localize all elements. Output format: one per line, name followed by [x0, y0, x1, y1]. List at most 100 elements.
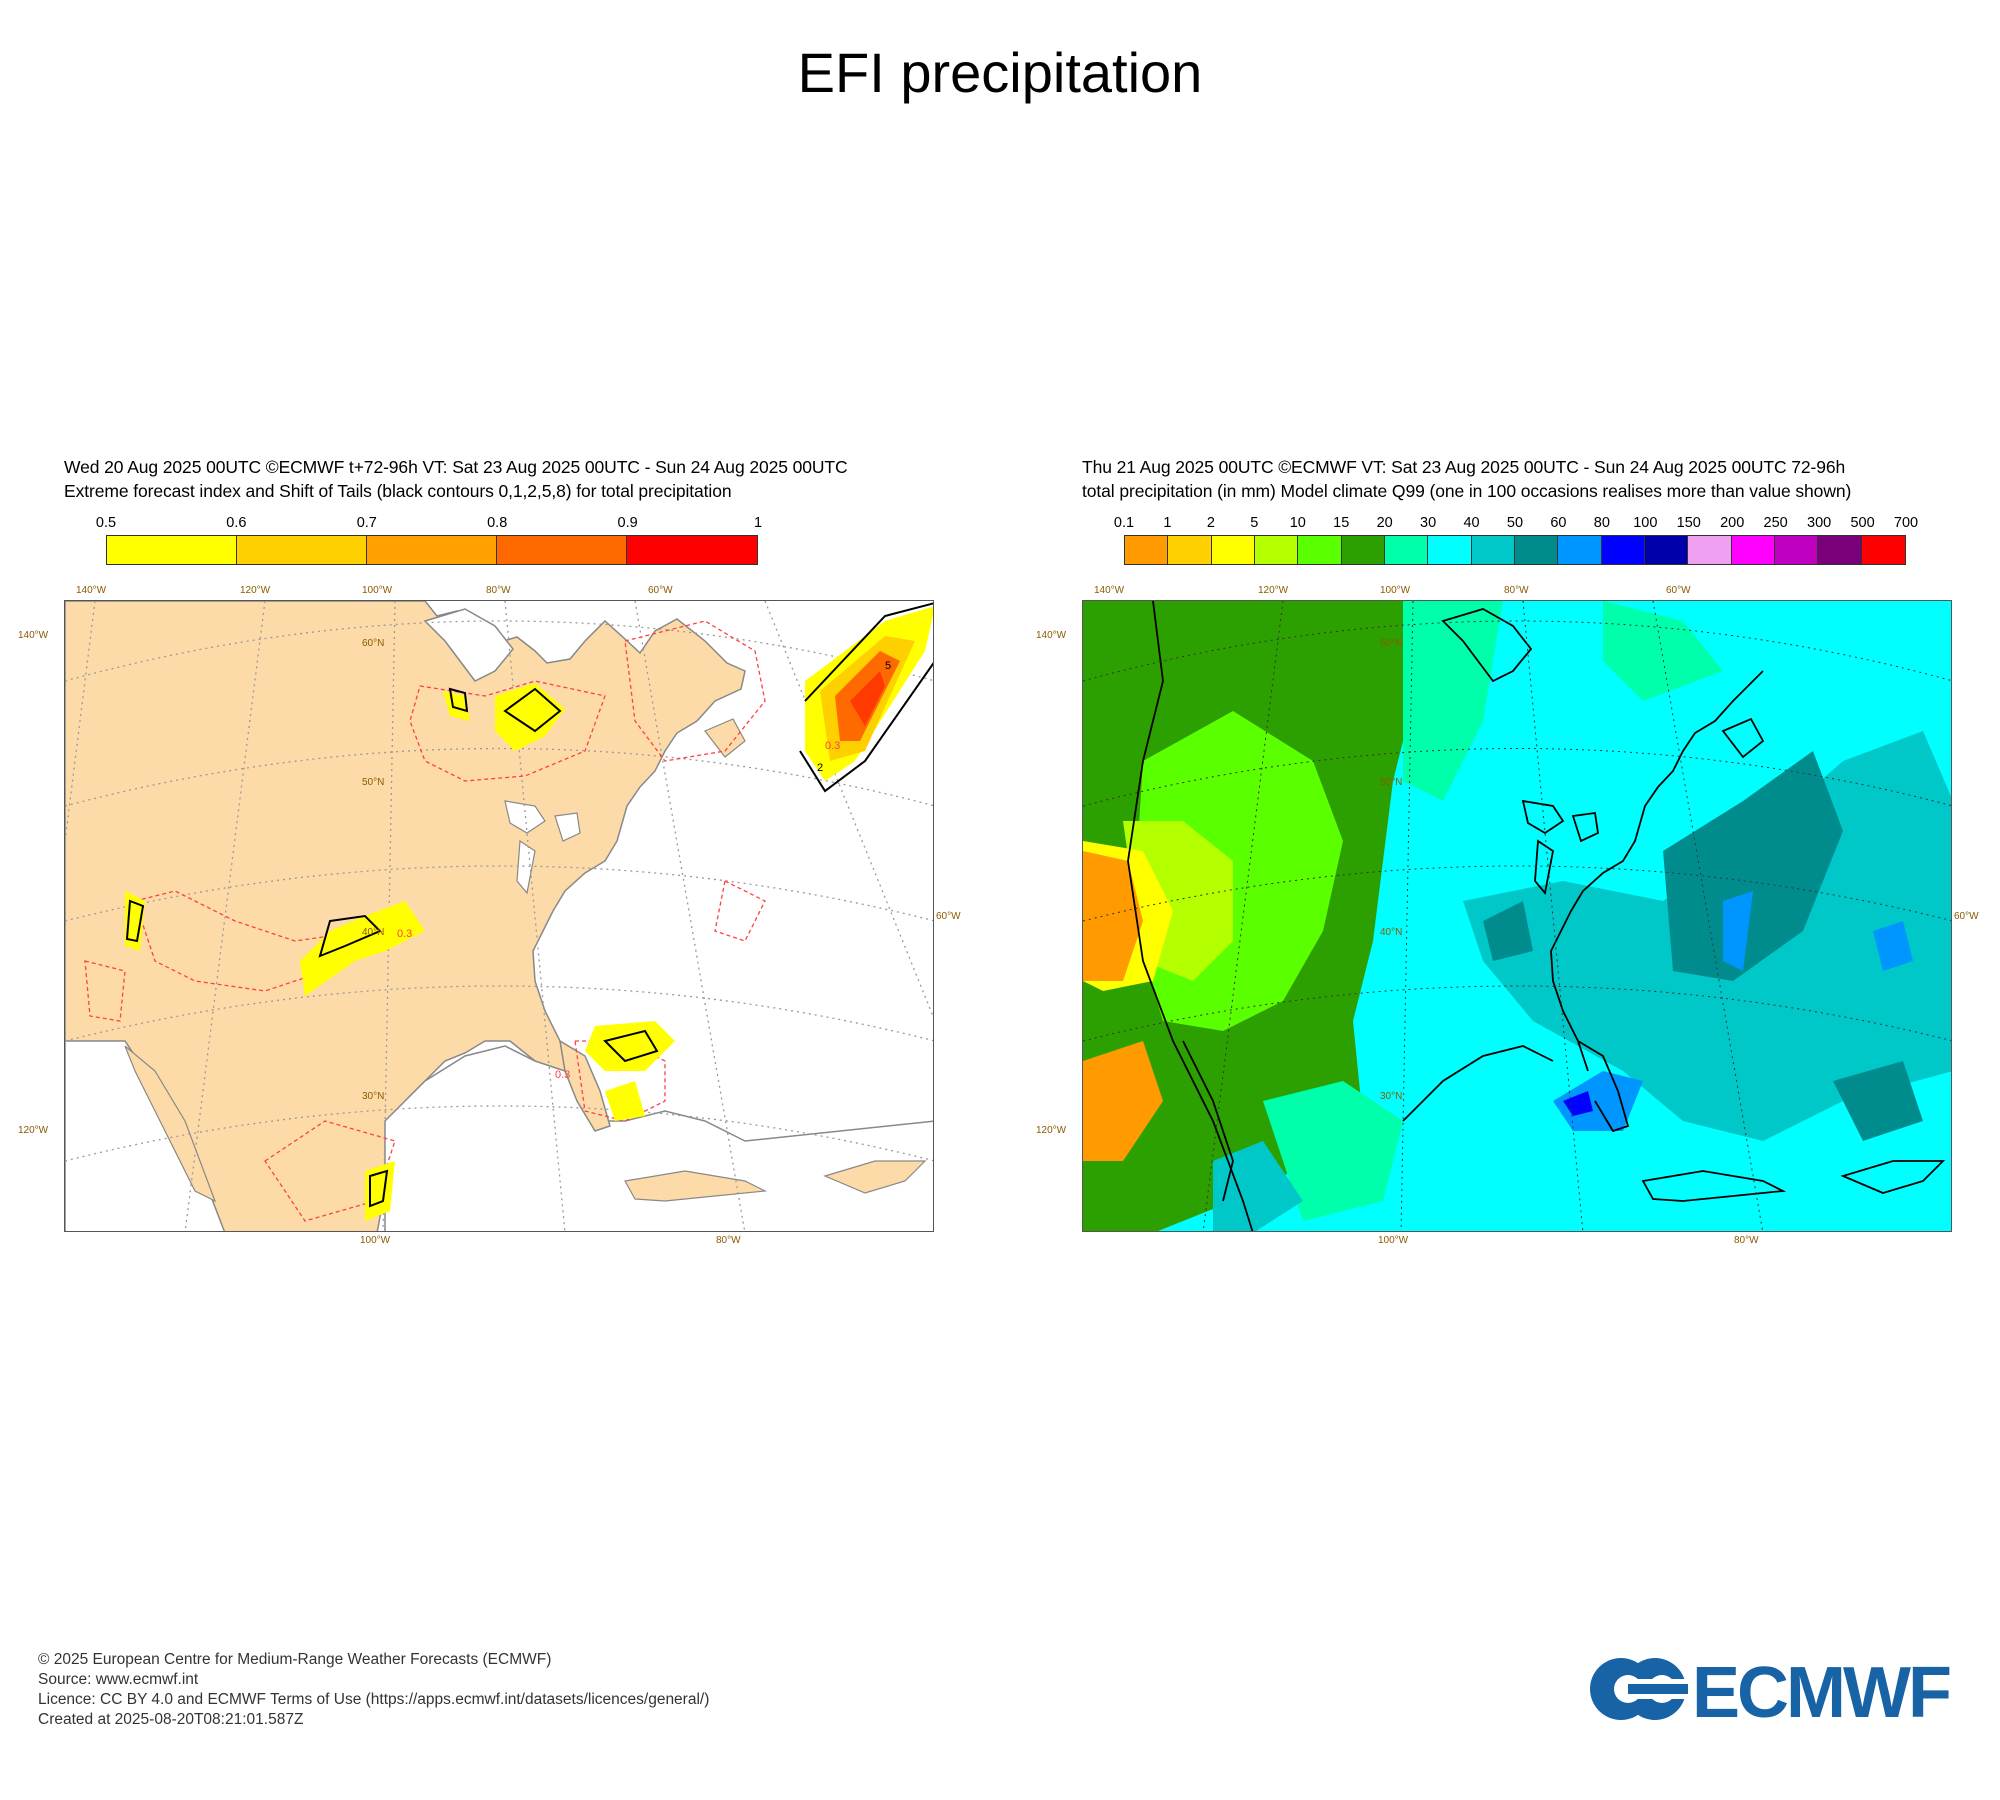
lon-label: 140°W	[1094, 585, 1125, 596]
colorbar-label: 5	[1250, 515, 1259, 531]
colorbar-label: 2	[1206, 515, 1215, 531]
colorbar-label: 300	[1807, 515, 1832, 531]
colorbar-label: 30	[1420, 515, 1437, 531]
lon-label: 100°W	[1378, 1235, 1409, 1246]
colorbar-label: 1	[753, 515, 763, 531]
lon-label: 100°W	[1380, 585, 1411, 596]
q99-panel: Thu 21 Aug 2025 00UTC ©ECMWF VT: Sat 23 …	[1036, 455, 2000, 1246]
colorbar-swatch	[1774, 536, 1819, 564]
q99-colorbar-labels: 0.1 1 2 5 10 15 20 30 40 50 60 80 100 150 200 250 300 500…	[1114, 515, 1918, 533]
colorbar-swatch	[1644, 536, 1689, 564]
q99-header-line1: Thu 21 Aug 2025 00UTC ©ECMWF VT: Sat 23 …	[1082, 457, 1846, 477]
colorbar-label: 100	[1633, 515, 1658, 531]
colorbar-swatch	[1731, 536, 1775, 564]
ecmwf-logo-icon	[1590, 1658, 1688, 1720]
efi-colorbar	[106, 535, 758, 565]
colorbar-label: 60	[1550, 515, 1567, 531]
lat-label: 120°W	[1036, 1125, 1067, 1136]
lon-label: 120°W	[1258, 585, 1289, 596]
contour-label: 5	[885, 660, 891, 672]
efi-header-line2: Extreme forecast index and Shift of Tail…	[64, 481, 732, 501]
colorbar-swatch	[237, 536, 367, 564]
lon-label: 60°W	[648, 585, 673, 596]
lon-label: 80°W	[716, 1235, 741, 1246]
page-title: EFI precipitation	[797, 41, 1203, 104]
efi-map-graphic: 0.3 0.3 0.3 2 5	[65, 601, 933, 1231]
footer-licence: Licence: CC BY 4.0 and ECMWF Terms of Us…	[38, 1691, 710, 1708]
lat-label: 60°N	[1380, 638, 1403, 649]
colorbar-label: 0.8	[487, 515, 508, 531]
colorbar-label: 15	[1333, 515, 1350, 531]
colorbar-swatch	[367, 536, 497, 564]
colorbar-swatch	[1818, 536, 1862, 564]
q99-colorbar	[1124, 535, 1906, 565]
contour-label: 0.3	[555, 1069, 570, 1081]
colorbar-label: 0.1	[1113, 515, 1135, 531]
lon-label: 60°W	[1666, 585, 1691, 596]
lat-label: 60°W	[936, 911, 961, 922]
ecmwf-logo[interactable]: ECMWF	[1588, 1653, 1968, 1733]
colorbar-swatch	[107, 536, 237, 564]
lon-label: 80°W	[486, 585, 511, 596]
lat-label: 50°N	[1380, 777, 1403, 788]
lat-label: 60°N	[362, 638, 385, 649]
efi-map[interactable]: 0.3 0.3 0.3 2 5	[64, 600, 934, 1232]
colorbar-swatch	[1341, 536, 1385, 564]
colorbar-swatch	[1601, 536, 1645, 564]
q99-map-graphic	[1083, 601, 1951, 1231]
colorbar-swatch	[497, 536, 627, 564]
colorbar-label: 250	[1763, 515, 1788, 531]
efi-header-line1: Wed 20 Aug 2025 00UTC ©ECMWF t+72-96h VT…	[64, 457, 848, 477]
colorbar-swatch	[1688, 536, 1732, 564]
lat-label: 40°N	[362, 927, 385, 938]
colorbar-swatch	[1471, 536, 1515, 564]
colorbar-label: 0.7	[356, 515, 377, 531]
footer-source: Source: www.ecmwf.int	[38, 1671, 199, 1688]
colorbar-label: 500	[1850, 515, 1875, 531]
colorbar-swatch	[1861, 536, 1905, 564]
colorbar-swatch	[1254, 536, 1299, 564]
lat-label: 30°N	[1380, 1091, 1403, 1102]
lon-label: 140°W	[76, 585, 107, 596]
colorbar-swatch	[1514, 536, 1559, 564]
colorbar-label: 0.6	[226, 515, 247, 531]
colorbar-label: 0.9	[617, 515, 638, 531]
lat-label: 140°W	[1036, 630, 1067, 641]
colorbar-swatch	[1298, 536, 1342, 564]
colorbar-swatch	[1384, 536, 1429, 564]
colorbar-label: 0.5	[95, 515, 117, 531]
lon-label: 100°W	[360, 1235, 391, 1246]
colorbar-swatch	[1428, 536, 1472, 564]
efi-panel: Wed 20 Aug 2025 00UTC ©ECMWF t+72-96h VT…	[18, 455, 998, 1246]
lat-label: 30°N	[362, 1091, 385, 1102]
q99-map[interactable]	[1082, 600, 1952, 1232]
colorbar-swatch	[627, 536, 757, 564]
lon-label: 120°W	[240, 585, 271, 596]
efi-anomalies	[125, 606, 933, 1221]
contour-label: 0.3	[825, 740, 840, 752]
lat-label: 50°N	[362, 777, 385, 788]
colorbar-label: 40	[1463, 515, 1480, 531]
lat-label: 40°N	[1380, 927, 1403, 938]
contour-label: 2	[817, 762, 823, 774]
q99-header-line2: total precipitation (in mm) Model climat…	[1082, 481, 1852, 501]
colorbar-label: 1	[1163, 515, 1172, 531]
colorbar-label: 200	[1720, 515, 1745, 531]
colorbar-swatch	[1558, 536, 1602, 564]
contour-label: 0.3	[397, 928, 412, 940]
efi-colorbar-labels: 0.5 0.6 0.7 0.8 0.9 1	[96, 515, 762, 533]
lon-label: 80°W	[1504, 585, 1529, 596]
ecmwf-logo-text: ECMWF	[1692, 1653, 1952, 1733]
colorbar-label: 150	[1676, 515, 1701, 531]
lat-label: 140°W	[18, 630, 49, 641]
footer-created: Created at 2025-08-20T08:21:01.587Z	[38, 1711, 304, 1728]
colorbar-label: 700	[1893, 515, 1919, 531]
footer: © 2025 European Centre for Medium-Range …	[38, 1650, 709, 1730]
colorbar-swatch	[1168, 536, 1212, 564]
lon-label: 100°W	[362, 585, 393, 596]
colorbar-swatch	[1125, 536, 1169, 564]
lat-label: 120°W	[18, 1125, 49, 1136]
lat-label: 60°W	[1954, 911, 1979, 922]
footer-copyright: © 2025 European Centre for Medium-Range …	[38, 1651, 552, 1668]
lon-label: 80°W	[1734, 1235, 1759, 1246]
